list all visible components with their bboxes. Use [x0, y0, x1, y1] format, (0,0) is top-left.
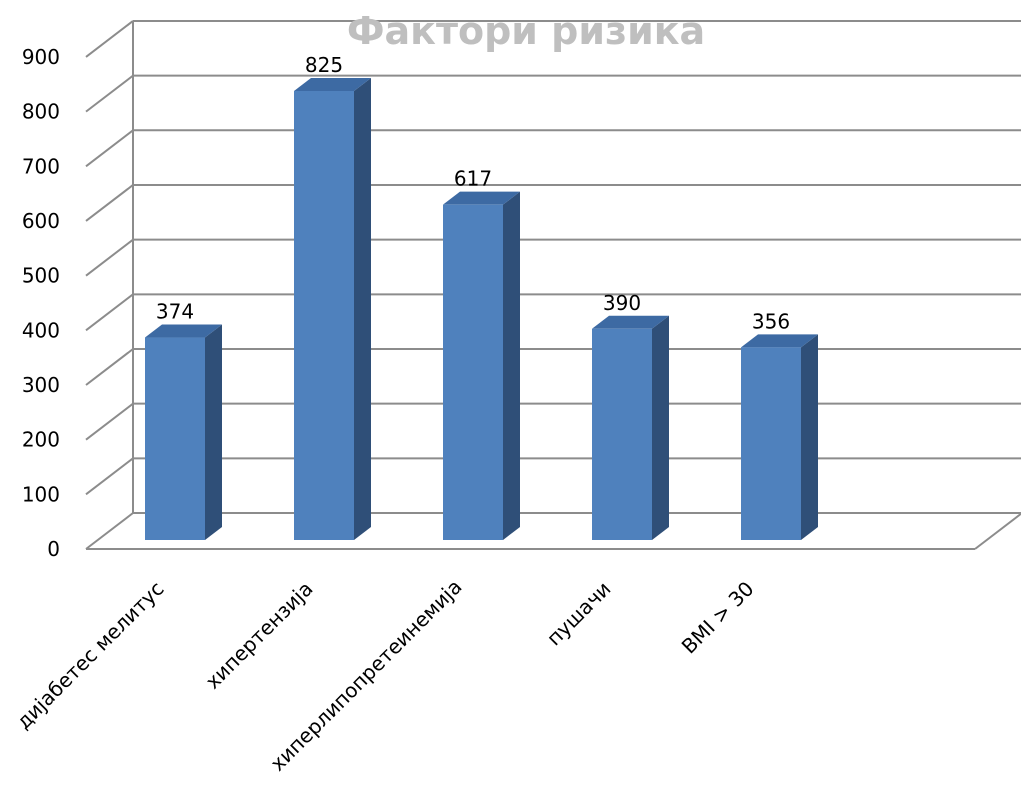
grid-layer [85, 19, 1021, 550]
x-tick-label: пушачи [542, 577, 616, 651]
bar-side [652, 315, 669, 540]
grid-diagonal [85, 457, 134, 496]
grid-diagonal [85, 348, 134, 386]
grid-diagonal [85, 402, 134, 441]
bar-top [741, 334, 818, 348]
data-label: 356 [752, 309, 790, 333]
bar-top [294, 77, 371, 91]
bar [741, 347, 801, 540]
y-tick-label: 0 [47, 537, 60, 561]
x-tick-label: хипертензија [201, 577, 318, 694]
y-tick-label: 400 [22, 318, 60, 342]
y-tick-label: 700 [22, 154, 60, 178]
grid-diagonal [85, 238, 134, 277]
bars-layer [145, 77, 818, 540]
grid-diagonal [85, 20, 134, 58]
bar-top [443, 191, 520, 205]
data-label: 390 [603, 291, 641, 315]
bar [145, 337, 205, 540]
bar [443, 204, 503, 540]
y-tick-label: 500 [22, 264, 60, 288]
chart-title: Фактори ризика [347, 9, 705, 53]
grid-diagonal [85, 293, 134, 332]
bar-top [592, 315, 669, 329]
bar-side [503, 191, 520, 540]
data-label: 374 [156, 300, 194, 324]
bar [592, 328, 652, 540]
grid-diagonal [85, 512, 134, 550]
bar-top [145, 324, 222, 338]
y-tick-label: 200 [22, 428, 60, 452]
labels-layer: 0 100 200 300 400 500 600 700 800 900 374 дијабетес… [11, 45, 790, 776]
x-tick-label: дијабетес мелитус [11, 577, 168, 734]
grid-diagonal [85, 74, 134, 113]
data-label: 617 [454, 167, 492, 191]
bar-side [801, 334, 818, 540]
data-label: 825 [305, 53, 343, 77]
x-tick-label: BMI > 30 [677, 577, 759, 659]
bar [294, 90, 354, 540]
y-tick-label: 600 [22, 209, 60, 233]
y-tick-label: 100 [22, 482, 60, 506]
y-tick-label: 900 [22, 45, 60, 69]
floor-right-edge [974, 512, 1021, 550]
grid-diagonal [85, 184, 134, 222]
y-tick-label: 800 [22, 100, 60, 124]
bar-side [205, 324, 222, 540]
bar-side [354, 77, 371, 540]
y-tick-label: 300 [22, 373, 60, 397]
grid-diagonal [85, 129, 134, 168]
